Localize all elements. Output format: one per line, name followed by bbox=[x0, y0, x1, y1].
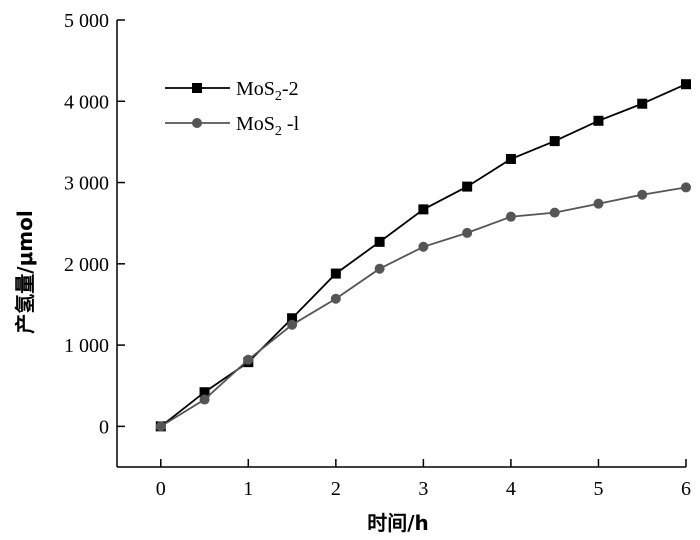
data-point bbox=[330, 293, 341, 304]
data-point bbox=[418, 204, 429, 215]
series-2 bbox=[155, 182, 691, 432]
data-point bbox=[287, 319, 298, 330]
data-point bbox=[637, 98, 648, 109]
data-point bbox=[199, 394, 210, 405]
data-point bbox=[287, 313, 298, 324]
data-point bbox=[549, 207, 560, 218]
y-tick-label: 4 000 bbox=[64, 91, 109, 113]
x-tick-label: 3 bbox=[418, 478, 428, 500]
series-line bbox=[160, 83, 687, 428]
legend-entry-1: MoS2-2 bbox=[165, 78, 299, 104]
series-layer bbox=[155, 79, 691, 432]
series-line bbox=[160, 186, 687, 428]
data-point bbox=[374, 263, 385, 274]
legend-marker bbox=[192, 83, 202, 93]
data-point bbox=[681, 79, 691, 90]
data-point bbox=[505, 211, 516, 222]
x-tick-label: 2 bbox=[331, 478, 341, 500]
data-point bbox=[330, 268, 341, 279]
x-axis-title: 时间/h bbox=[367, 511, 429, 535]
data-point bbox=[681, 182, 691, 193]
y-axis-title: 产氢量/μmol bbox=[13, 210, 37, 333]
data-point bbox=[462, 227, 473, 238]
axes: 0 1 000 2 000 3 000 4 000 5 000 0 1 2 3 4 5 6 bbox=[64, 10, 691, 500]
data-point bbox=[593, 198, 604, 209]
y-tick-label: 5 000 bbox=[64, 10, 109, 32]
x-tick-label: 5 bbox=[593, 478, 603, 500]
data-point bbox=[374, 236, 385, 247]
y-tick-label: 3 000 bbox=[64, 173, 109, 195]
data-point bbox=[418, 241, 429, 252]
data-point bbox=[155, 421, 166, 432]
data-point bbox=[199, 387, 210, 398]
y-tick-label: 2 000 bbox=[64, 254, 109, 276]
data-point bbox=[637, 189, 648, 200]
data-point bbox=[593, 115, 604, 126]
legend-label: MoS2-2 bbox=[236, 78, 299, 104]
x-tick-label: 0 bbox=[156, 478, 166, 500]
y-tick-label: 1 000 bbox=[64, 335, 109, 357]
data-point bbox=[505, 153, 516, 164]
data-point bbox=[549, 136, 560, 147]
data-point bbox=[243, 354, 254, 365]
legend-marker bbox=[192, 118, 202, 128]
x-tick-label: 6 bbox=[681, 478, 691, 500]
legend-entry-2: MoS2 -l bbox=[165, 113, 300, 139]
data-point bbox=[462, 181, 473, 192]
legend: MoS2-2 MoS2 -l bbox=[165, 78, 300, 139]
legend-label: MoS2 -l bbox=[236, 113, 300, 139]
x-tick-label: 4 bbox=[506, 478, 516, 500]
y-tick-label: 0 bbox=[99, 416, 109, 438]
x-tick-label: 1 bbox=[243, 478, 253, 500]
